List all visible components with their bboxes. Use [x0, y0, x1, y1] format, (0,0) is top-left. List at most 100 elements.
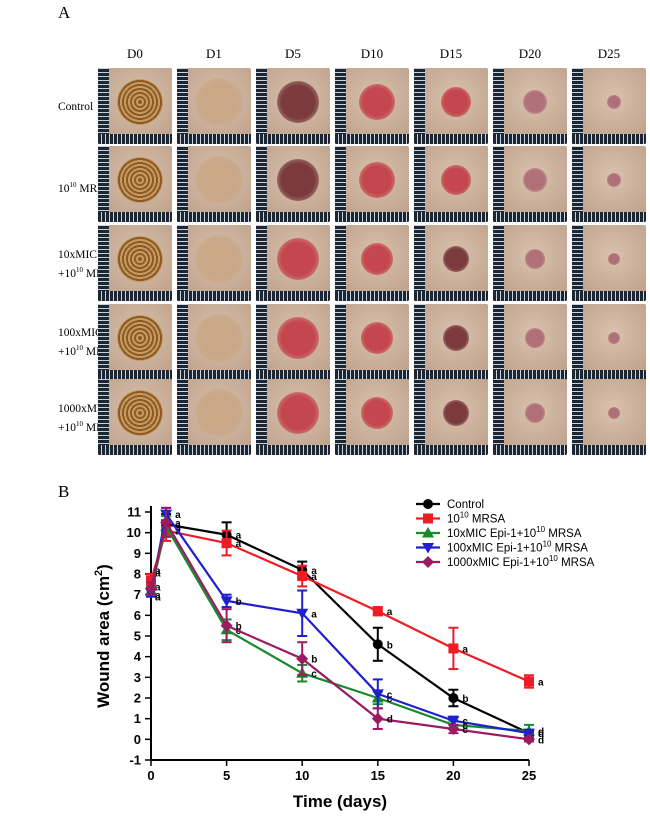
wound-photo [256, 379, 330, 455]
ruler-horizontal [414, 370, 488, 380]
data-point [221, 538, 232, 548]
ruler-vertical [414, 68, 425, 144]
ruler-vertical [493, 379, 504, 455]
ruler-horizontal [493, 445, 567, 455]
ruler-horizontal [335, 291, 409, 301]
ruler-vertical [335, 379, 346, 455]
ruler-horizontal [414, 445, 488, 455]
ruler-horizontal [493, 134, 567, 144]
wound-photo [177, 68, 251, 144]
significance-letter: a [311, 566, 317, 577]
x-tick-label: 20 [446, 768, 460, 783]
legend-marker [423, 499, 433, 509]
y-tick-label: 1 [134, 711, 141, 726]
x-tick-label: 15 [371, 768, 385, 783]
y-tick-label: 4 [134, 649, 142, 664]
column-header-d1: D1 [206, 46, 222, 61]
wound-area [277, 392, 319, 434]
ruler-horizontal [98, 291, 172, 301]
wound-area [523, 90, 547, 114]
ruler-vertical [256, 68, 267, 144]
ruler-horizontal [177, 212, 251, 222]
ruler-vertical [98, 146, 109, 222]
legend-entry: 1010 MRSA [447, 511, 505, 526]
wound-photo [177, 225, 251, 301]
x-tick-label: 0 [147, 768, 154, 783]
ruler-vertical [572, 304, 583, 380]
legend-marker [422, 527, 434, 538]
wound-photo [335, 304, 409, 380]
data-point [220, 619, 233, 632]
wound-photo [414, 379, 488, 455]
wound-area [361, 322, 393, 354]
data-point [296, 652, 309, 665]
ruler-horizontal [177, 370, 251, 380]
significance-letter: a [175, 520, 181, 531]
significance-letter: b [311, 655, 317, 666]
significance-letter: a [538, 677, 544, 688]
ruler-vertical [493, 146, 504, 222]
significance-letter: c [387, 690, 393, 701]
ruler-vertical [98, 304, 109, 380]
x-axis-title: Time (days) [293, 792, 387, 811]
data-point [372, 639, 383, 650]
ruler-horizontal [572, 134, 646, 144]
wound-area [441, 87, 471, 117]
y-tick-label: -1 [129, 753, 141, 768]
ruler-vertical [177, 379, 188, 455]
wound-area [277, 317, 319, 359]
wound-area [608, 332, 620, 344]
wound-area [361, 397, 393, 429]
x-tick-label: 10 [295, 768, 309, 783]
wound-photo [493, 379, 567, 455]
wound-area [195, 156, 243, 204]
data-point [447, 716, 460, 727]
wound-photo [493, 146, 567, 222]
wound-photo [414, 146, 488, 222]
significance-letter: d [538, 729, 544, 740]
data-point [371, 689, 384, 700]
ruler-horizontal [177, 291, 251, 301]
ruler-vertical [572, 146, 583, 222]
wound-photo [414, 304, 488, 380]
data-point [297, 571, 308, 582]
column-header-d0: D0 [127, 46, 143, 61]
wound-area [195, 314, 243, 362]
y-tick-label: 6 [134, 608, 141, 623]
legend-entry: 1000xMIC Epi-1+1010 MRSA [447, 554, 595, 569]
significance-letter: a [387, 607, 393, 618]
wound-photo [572, 225, 646, 301]
wound-area [117, 236, 163, 282]
legend-marker [422, 556, 434, 568]
wound-area [523, 168, 547, 192]
y-axis-title: Wound area (cm2) [93, 564, 113, 708]
ruler-vertical [177, 225, 188, 301]
wound-photo [572, 304, 646, 380]
legend-entry: 10xMIC Epi-1+1010 MRSA [447, 525, 582, 540]
ruler-horizontal [256, 291, 330, 301]
ruler-horizontal [572, 445, 646, 455]
significance-letter: c [311, 669, 317, 680]
wound-area [608, 253, 620, 265]
data-point [448, 643, 459, 654]
ruler-horizontal [98, 134, 172, 144]
wound-area [117, 390, 163, 436]
ruler-horizontal [177, 445, 251, 455]
wound-photo [335, 68, 409, 144]
ruler-horizontal [335, 445, 409, 455]
wound-photo [98, 146, 172, 222]
wound-photo [256, 68, 330, 144]
ruler-vertical [98, 68, 109, 144]
ruler-vertical [335, 68, 346, 144]
y-tick-label: 2 [134, 691, 141, 706]
wound-photo [414, 225, 488, 301]
series-line [149, 523, 530, 735]
ruler-vertical [256, 146, 267, 222]
significance-letter: a [175, 518, 181, 529]
wound-area [525, 328, 545, 348]
wound-area [117, 79, 163, 125]
wound-area [608, 407, 620, 419]
x-tick-label: 5 [223, 768, 230, 783]
y-tick-label: 10 [127, 525, 141, 540]
ruler-vertical [177, 68, 188, 144]
